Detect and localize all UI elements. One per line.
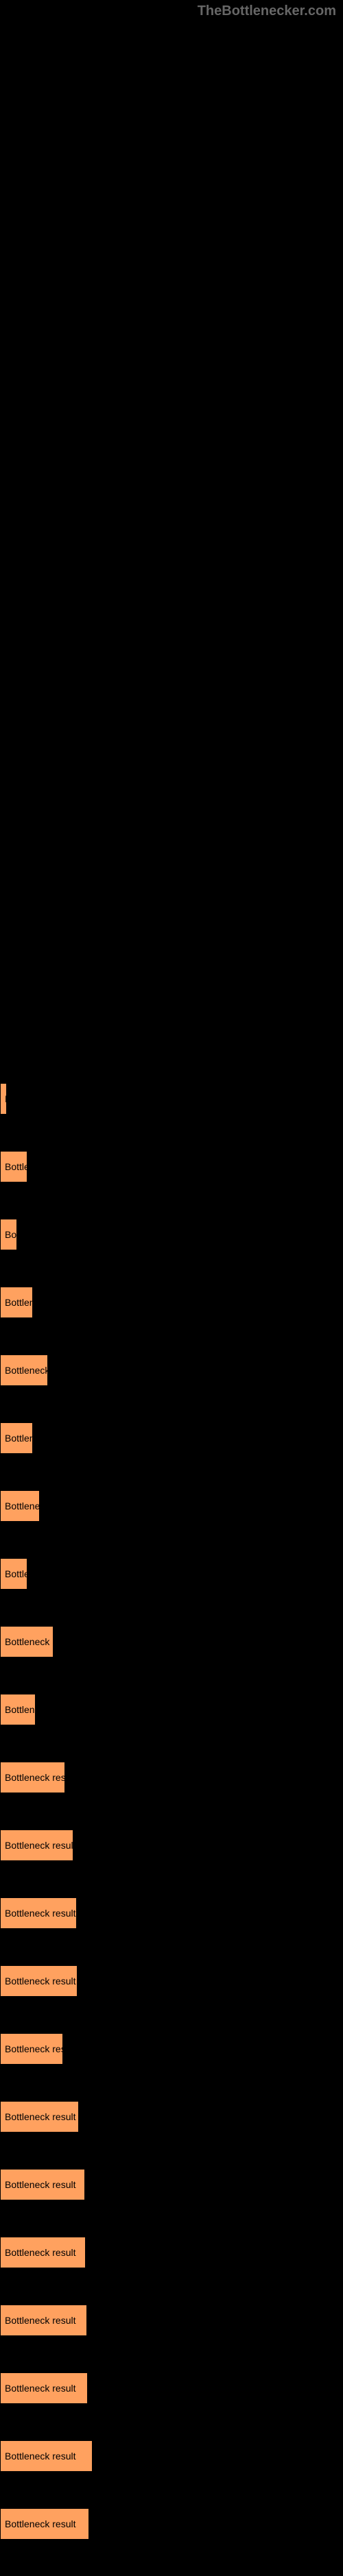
bar: Bottlen [0, 1287, 33, 1318]
bar-row: Bottleneck result [0, 1830, 343, 1861]
bar-row: Bottleneck result [0, 2305, 343, 2336]
bar: B [0, 1083, 7, 1115]
bar-row: Bottleneck result [0, 2508, 343, 2540]
bar-row: Bottleneck result [0, 1897, 343, 1929]
bar: Bottleneck result [0, 1897, 77, 1929]
bar-row: Bottleneck [0, 1354, 343, 1386]
bar-row: Bo [0, 1219, 343, 1250]
bar-row: Bottleneck result [0, 2440, 343, 2472]
bar: Bottleneck result [0, 2237, 86, 2268]
bar-row: Bottle [0, 1558, 343, 1590]
bar-row: Bottle [0, 1151, 343, 1182]
bar-row: Bottleneck result [0, 2372, 343, 2404]
bar: Bottlene [0, 1694, 36, 1725]
bar-row: Bottlen [0, 1287, 343, 1318]
bar: Bottleneck result [0, 2305, 87, 2336]
bar: Bottlen [0, 1422, 33, 1454]
bar: Bottle [0, 1558, 27, 1590]
bar-row: Bottleneck result [0, 2101, 343, 2133]
bar-row: Bottleneck resu [0, 1762, 343, 1793]
bar-row: Bottleneck result [0, 2169, 343, 2200]
bar-row: Bottleneck res [0, 2033, 343, 2065]
bar-row: Bottleneck result [0, 2237, 343, 2268]
bar: Bottleneck result [0, 1965, 78, 1997]
bar: Bottleneck result [0, 2440, 93, 2472]
bar: Bottle [0, 1151, 27, 1182]
bar: Bottleneck [0, 1354, 48, 1386]
bar-row: Bottlene [0, 1694, 343, 1725]
bar: Bottleneck r [0, 1626, 54, 1657]
bar: Bottleneck result [0, 2372, 88, 2404]
bar: Bottleneck result [0, 2169, 85, 2200]
bar-chart: B Bottle Bo Bottlen Bottleneck Bottlen Bottlen… [0, 0, 343, 2540]
bar: Bo [0, 1219, 17, 1250]
bar: Bottlenec [0, 1490, 40, 1522]
bar: Bottleneck result [0, 2101, 79, 2133]
bar: Bottleneck result [0, 1830, 73, 1861]
bar-row: Bottleneck result [0, 1965, 343, 1997]
bar-row: B [0, 1083, 343, 1115]
bar-row: Bottlenec [0, 1490, 343, 1522]
bar: Bottleneck resu [0, 1762, 65, 1793]
bar: Bottleneck res [0, 2033, 63, 2065]
bar-row: Bottlen [0, 1422, 343, 1454]
bar-row: Bottleneck r [0, 1626, 343, 1657]
bar: Bottleneck result [0, 2508, 89, 2540]
watermark: TheBottlenecker.com [198, 3, 336, 19]
